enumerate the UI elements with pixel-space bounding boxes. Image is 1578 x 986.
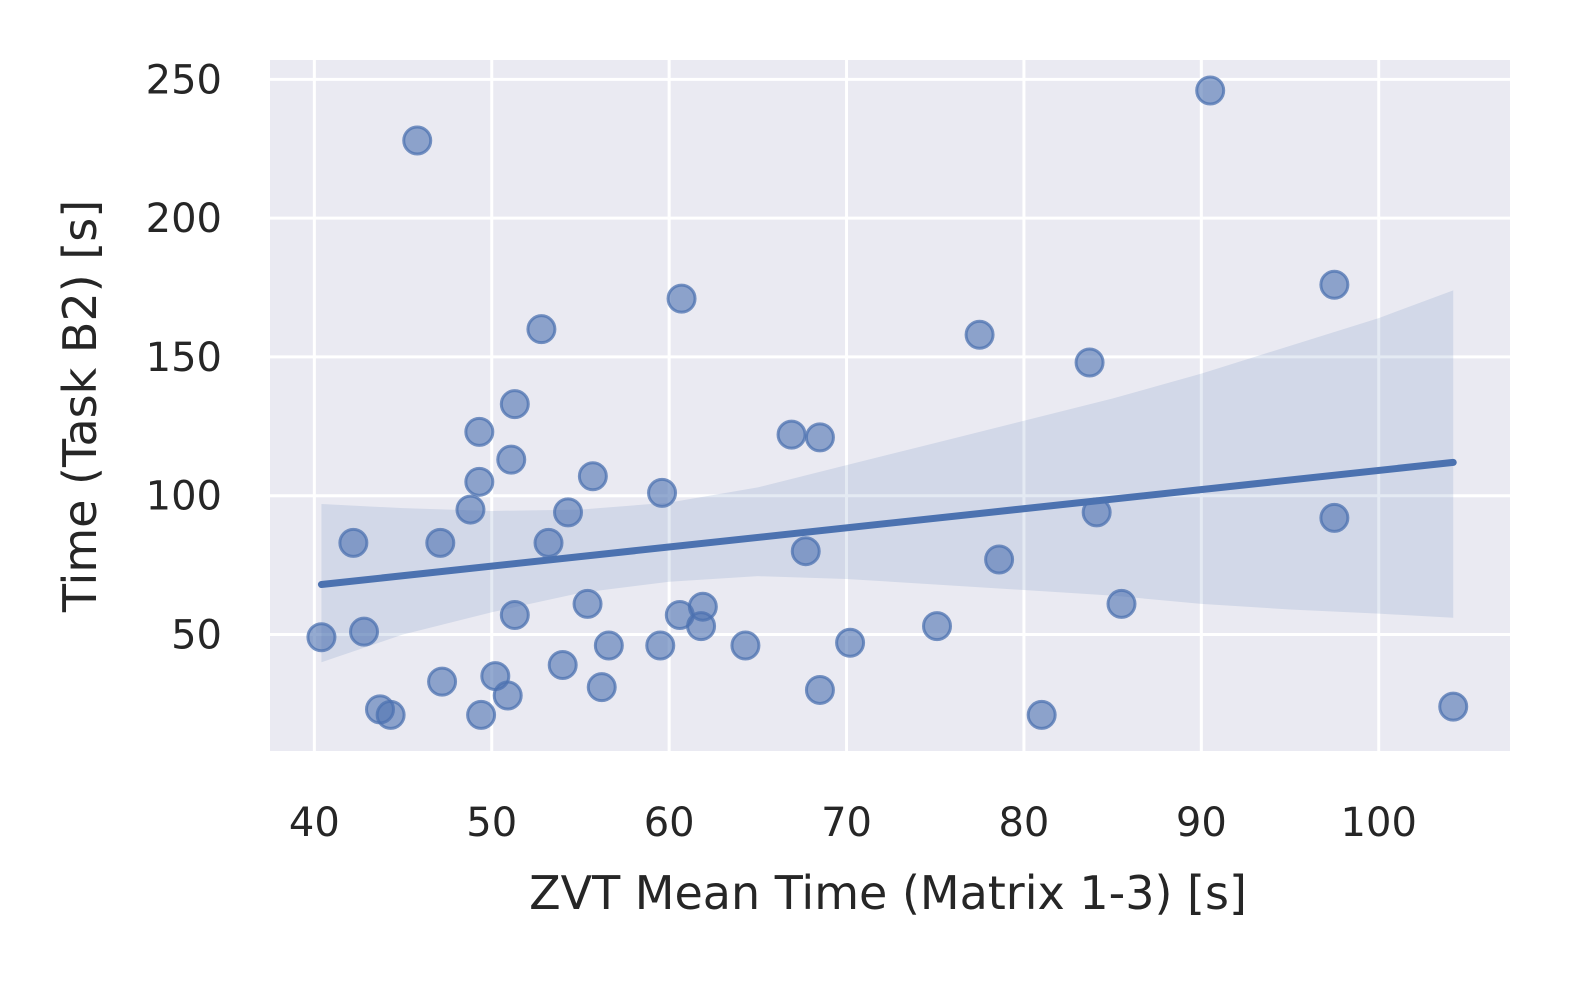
data-point: [349, 616, 380, 647]
data-point: [804, 422, 835, 453]
confidence-band: [321, 290, 1454, 663]
data-point: [790, 536, 821, 567]
x-tick-labels: 40 50 60 70 80 90 100: [289, 800, 1417, 846]
data-point: [402, 125, 433, 156]
data-point: [1074, 347, 1105, 378]
data-point: [572, 588, 603, 619]
regression-line: [317, 458, 1457, 588]
y-axis-label: Time (Task B2) [s]: [53, 200, 107, 613]
data-point: [1026, 699, 1057, 730]
data-point: [499, 389, 530, 420]
data-point: [922, 611, 953, 642]
y-tick-label: 100: [146, 474, 222, 520]
data-point: [835, 627, 866, 658]
x-tick-label: 50: [466, 800, 517, 846]
data-point: [804, 674, 835, 705]
y-tick-label: 150: [146, 335, 222, 381]
data-point: [425, 527, 456, 558]
data-point: [547, 649, 578, 680]
data-point: [338, 527, 369, 558]
data-point: [526, 314, 557, 345]
data-points: [306, 75, 1469, 730]
data-point: [464, 466, 495, 497]
data-point: [586, 672, 617, 703]
data-point: [776, 419, 807, 450]
y-tick-label: 200: [146, 196, 222, 242]
x-tick-label: 70: [821, 800, 872, 846]
data-point: [1319, 269, 1350, 300]
data-point: [496, 444, 527, 475]
data-point: [964, 319, 995, 350]
confidence-band-group: [321, 290, 1454, 663]
y-tick-label: 50: [171, 612, 222, 658]
data-point: [533, 527, 564, 558]
x-tick-label: 80: [998, 800, 1049, 846]
data-point: [553, 497, 584, 528]
data-point: [1106, 588, 1137, 619]
data-point: [375, 699, 406, 730]
data-point: [499, 600, 530, 631]
data-point: [1319, 502, 1350, 533]
data-point: [645, 630, 676, 661]
data-point: [1195, 75, 1226, 106]
x-tick-label: 40: [289, 800, 340, 846]
data-point: [647, 477, 678, 508]
y-tick-labels: 50 100 150 200 250: [146, 57, 222, 658]
y-tick-label: 250: [146, 57, 222, 103]
x-tick-label: 100: [1341, 800, 1417, 846]
data-point: [455, 494, 486, 525]
data-point: [466, 699, 497, 730]
data-point: [687, 591, 718, 622]
data-point: [666, 283, 697, 314]
data-point: [464, 416, 495, 447]
x-tick-label: 90: [1176, 800, 1227, 846]
data-point: [306, 622, 337, 653]
data-point: [577, 461, 608, 492]
data-point: [1438, 691, 1469, 722]
regression-line-group: [317, 458, 1457, 588]
data-point: [492, 680, 523, 711]
data-point: [730, 630, 761, 661]
x-tick-label: 60: [644, 800, 695, 846]
data-point: [984, 544, 1015, 575]
data-point: [427, 666, 458, 697]
data-point: [593, 630, 624, 661]
x-axis-label: ZVT Mean Time (Matrix 1-3) [s]: [529, 866, 1247, 920]
